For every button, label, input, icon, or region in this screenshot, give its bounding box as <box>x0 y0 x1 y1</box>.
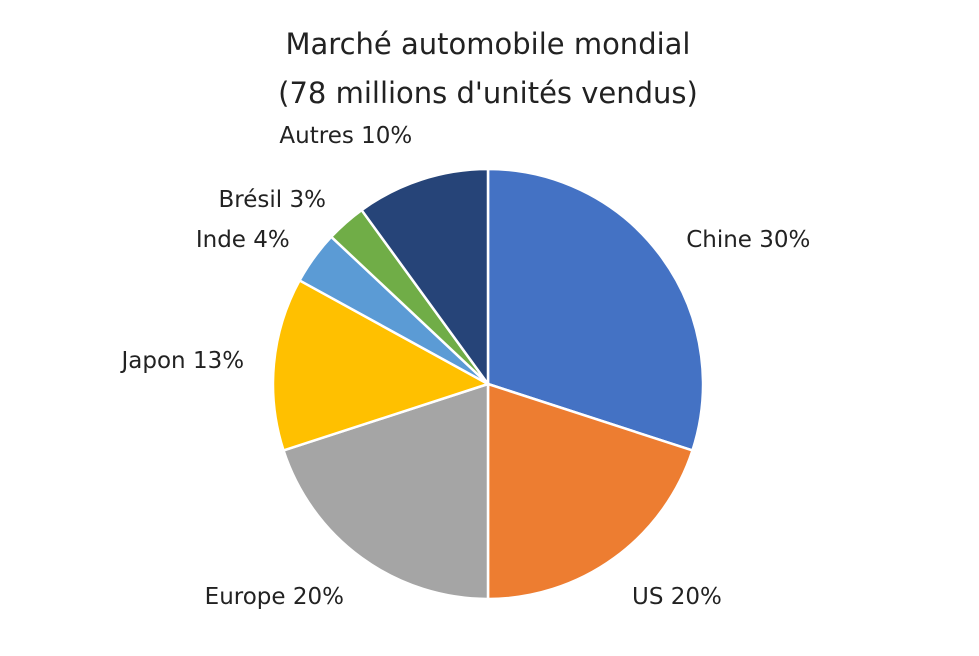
data-label: Brésil 3% <box>219 187 326 213</box>
data-label: US 20% <box>632 584 722 610</box>
data-label-category: Europe <box>205 584 286 610</box>
chart-title: Marché automobile mondial <box>286 27 691 61</box>
data-label-category: Japon <box>120 347 186 373</box>
data-label-value: 13% <box>193 347 244 373</box>
pie-slice <box>281 382 490 601</box>
data-label: Inde 4% <box>196 226 290 252</box>
data-label-value: 20% <box>293 584 344 610</box>
data-label: Chine 30% <box>686 226 810 252</box>
data-label-value: 20% <box>671 584 722 610</box>
data-label-value: 3% <box>289 187 326 213</box>
data-label: Europe 20% <box>205 584 344 610</box>
data-label-category: US <box>632 584 663 610</box>
chart-subtitle: (78 millions d'unités vendus) <box>278 76 698 110</box>
pie-slice <box>271 278 492 453</box>
pie-slice <box>359 167 490 388</box>
data-label-category: Autres <box>279 122 353 148</box>
data-label-category: Inde <box>196 226 246 252</box>
data-label: Autres 10% <box>279 122 412 148</box>
data-label-value: 4% <box>253 226 290 252</box>
data-label-category: Brésil <box>219 187 283 213</box>
data-label: Japon 13% <box>120 347 245 373</box>
data-label-category: Chine <box>686 226 752 252</box>
pie-slice <box>486 382 695 601</box>
data-label-value: 10% <box>361 122 412 148</box>
data-label-value: 30% <box>759 226 810 252</box>
pie-slice <box>486 167 705 453</box>
